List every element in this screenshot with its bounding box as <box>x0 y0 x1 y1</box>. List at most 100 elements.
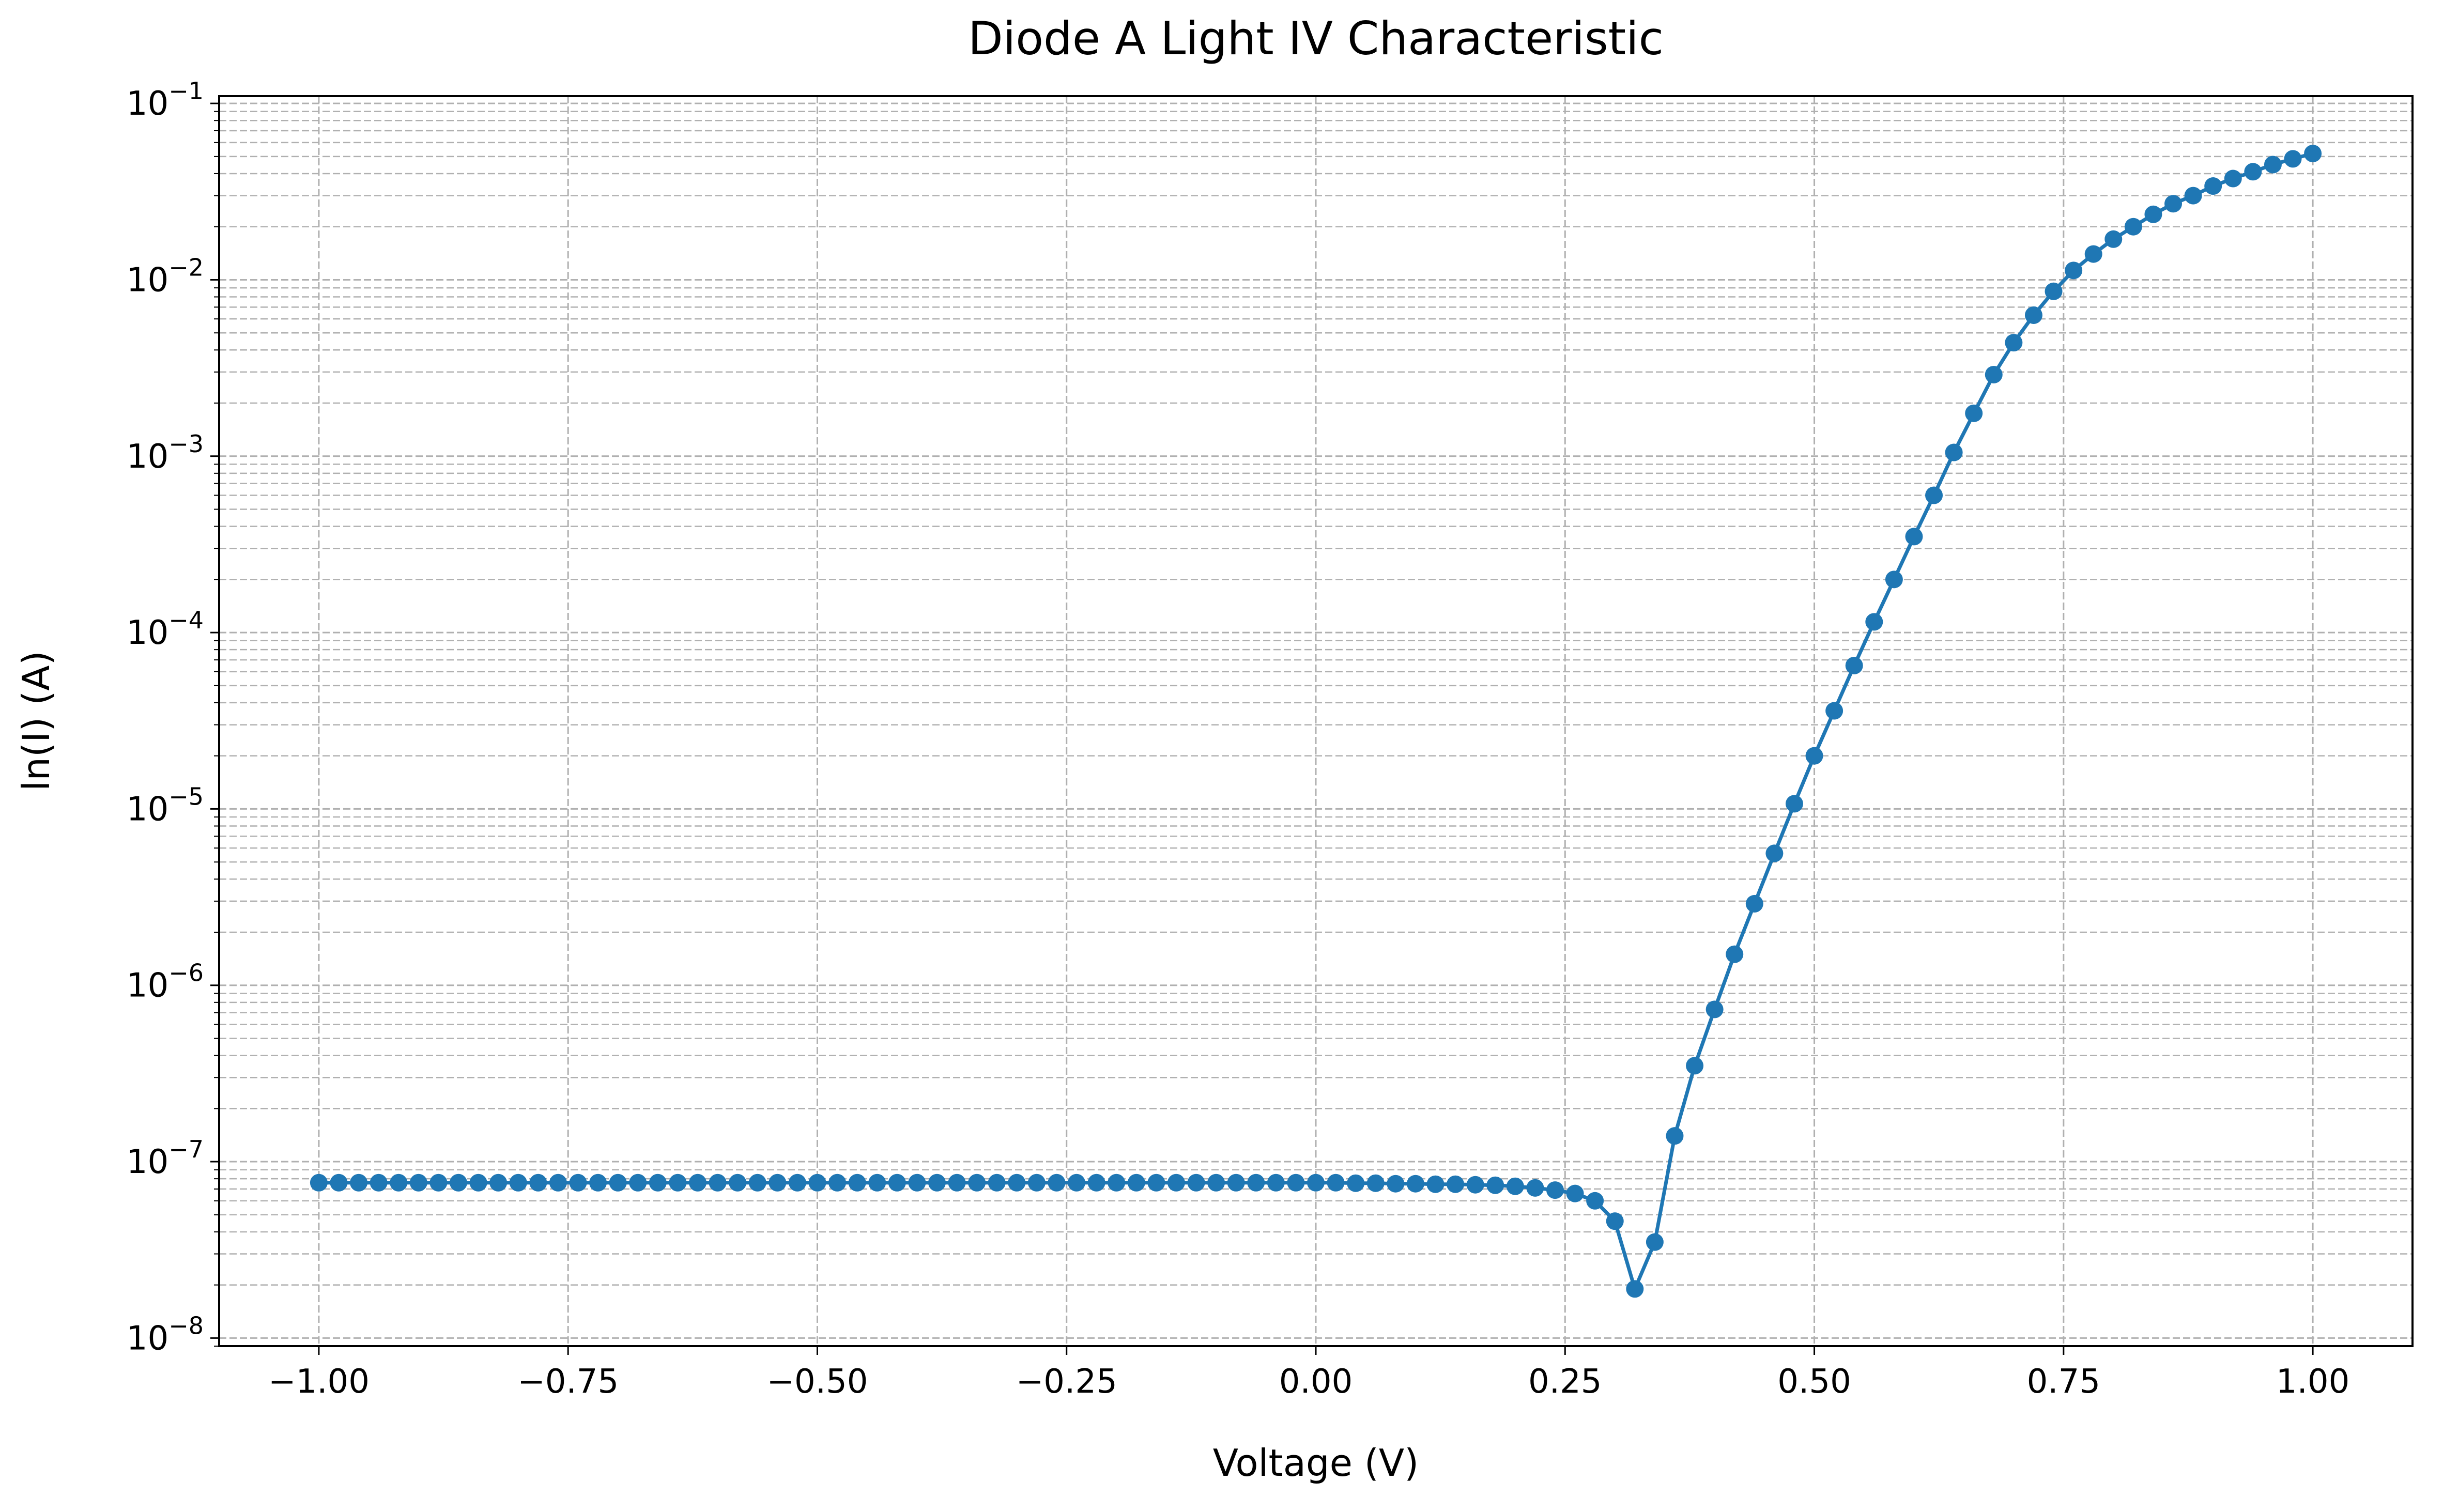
data-point <box>2164 195 2183 213</box>
chart-title: Diode A Light IV Characteristic <box>968 12 1664 65</box>
x-tick-label: −0.75 <box>517 1363 619 1401</box>
data-point <box>828 1174 847 1192</box>
data-point <box>1287 1174 1305 1192</box>
data-point <box>1785 795 1803 813</box>
data-point <box>1765 844 1784 862</box>
data-point <box>2184 187 2202 205</box>
x-tick-label: −0.50 <box>766 1363 868 1401</box>
data-point <box>1387 1175 1405 1193</box>
data-point <box>370 1174 388 1192</box>
data-point <box>2104 230 2123 248</box>
y-axis-label: ln(I) (A) <box>14 651 58 791</box>
data-point <box>1965 404 1983 422</box>
data-point <box>1905 528 1923 546</box>
x-tick-label: −1.00 <box>268 1363 370 1401</box>
data-point <box>688 1174 706 1192</box>
data-point <box>2084 245 2102 263</box>
data-point <box>1068 1174 1086 1192</box>
data-point <box>2224 169 2242 188</box>
data-point <box>1945 443 1963 461</box>
data-point <box>1486 1176 1504 1194</box>
data-point <box>2284 150 2302 168</box>
data-point <box>788 1174 806 1192</box>
data-point <box>1048 1174 1066 1192</box>
data-point <box>1825 702 1843 720</box>
data-point <box>1745 894 1763 913</box>
data-point <box>968 1174 986 1192</box>
x-tick-label: 1.00 <box>2276 1363 2350 1401</box>
data-point <box>1227 1174 1245 1192</box>
grid-layer <box>219 96 2413 1347</box>
data-point <box>848 1174 866 1192</box>
data-point <box>2045 282 2063 300</box>
data-point <box>529 1174 547 1192</box>
x-tick-label: 0.00 <box>1279 1363 1353 1401</box>
data-point <box>549 1174 567 1192</box>
data-point <box>609 1174 627 1192</box>
data-point <box>948 1174 966 1192</box>
data-point <box>1686 1057 1704 1075</box>
data-point <box>1247 1174 1265 1192</box>
data-point <box>669 1174 687 1192</box>
data-point <box>1506 1177 1524 1195</box>
data-point <box>769 1174 787 1192</box>
data-point <box>2144 205 2162 223</box>
data-point <box>1586 1192 1604 1210</box>
data-point <box>1606 1212 1624 1230</box>
data-point <box>449 1174 467 1192</box>
data-point <box>1526 1179 1544 1197</box>
data-point <box>589 1174 607 1192</box>
data-point <box>1726 945 1744 963</box>
data-point <box>709 1174 727 1192</box>
data-point <box>808 1174 826 1192</box>
data-point <box>1447 1175 1465 1193</box>
data-point <box>409 1174 427 1192</box>
data-point <box>1706 1000 1724 1019</box>
data-point <box>310 1174 328 1192</box>
data-point <box>988 1174 1006 1192</box>
data-point <box>1885 570 1903 589</box>
x-tick-label: 0.25 <box>1528 1363 1602 1401</box>
data-point <box>569 1174 587 1192</box>
data-point <box>1127 1174 1145 1192</box>
data-point <box>2024 306 2042 324</box>
data-point <box>1426 1175 1445 1193</box>
data-point <box>1925 486 1943 504</box>
data-point <box>1805 747 1823 765</box>
data-point <box>1985 365 2003 383</box>
x-tick-label: −0.25 <box>1016 1363 1117 1401</box>
data-point <box>2264 156 2282 174</box>
data-point <box>1865 613 1883 631</box>
tick-layer: −1.00 −0.75 −0.50 −0.25 0.00 0.25 0.50 0.75 1.00… <box>127 77 2350 1401</box>
data-point <box>1267 1174 1285 1192</box>
data-point <box>1008 1174 1026 1192</box>
data-point <box>1327 1174 1345 1192</box>
data-point <box>509 1174 527 1192</box>
data-point <box>2204 177 2222 195</box>
data-point <box>1187 1174 1205 1192</box>
x-tick-label: 0.75 <box>2027 1363 2101 1401</box>
data-point <box>2244 163 2262 181</box>
data-point <box>2005 334 2023 352</box>
data-point <box>350 1174 368 1192</box>
data-point <box>888 1174 906 1192</box>
data-point <box>1366 1174 1385 1192</box>
data-point <box>1845 656 1863 674</box>
data-point <box>1108 1174 1126 1192</box>
data-point <box>2124 218 2142 236</box>
data-point <box>1666 1127 1684 1145</box>
data-point <box>1626 1280 1644 1298</box>
data-point <box>469 1174 487 1192</box>
x-tick-label: 0.50 <box>1777 1363 1851 1401</box>
data-point <box>868 1174 886 1192</box>
data-point <box>1406 1175 1424 1193</box>
data-point <box>1027 1174 1046 1192</box>
data-point <box>928 1174 946 1192</box>
data-point <box>330 1174 348 1192</box>
data-point <box>908 1174 926 1192</box>
data-point <box>390 1174 408 1192</box>
data-point <box>429 1174 448 1192</box>
data-point <box>2065 261 2083 280</box>
